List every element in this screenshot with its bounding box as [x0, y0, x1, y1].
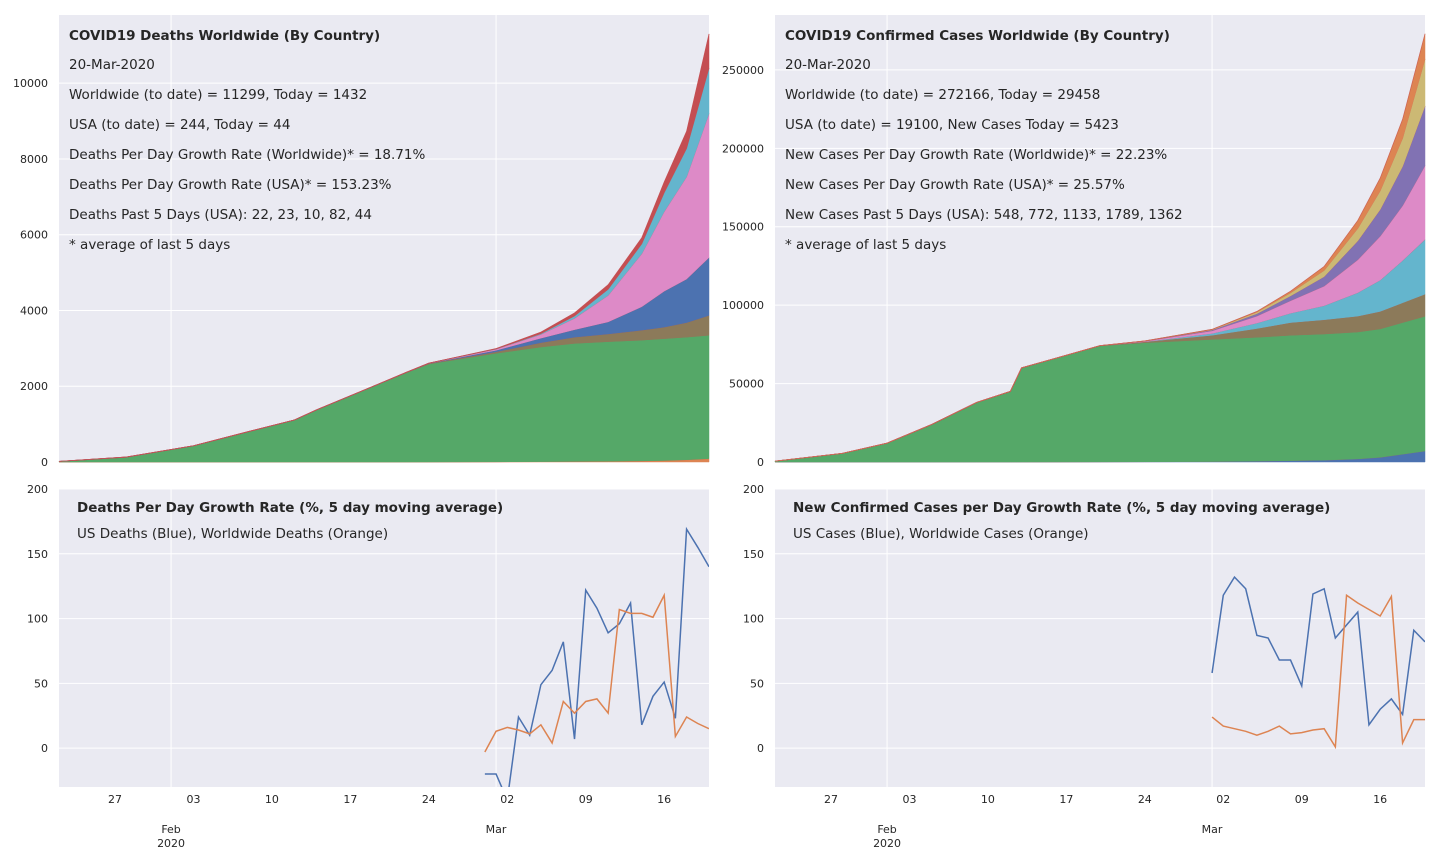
y-tick-label: 200000: [722, 142, 764, 155]
series-line-us-deaths: [484, 526, 709, 787]
x-tick-label: 03: [186, 793, 200, 806]
chart-title: COVID19 Confirmed Cases Worldwide (By Co…: [785, 28, 1170, 44]
y-tick-label: 8000: [20, 153, 48, 166]
area-edge-6: [58, 33, 710, 462]
y-tick-label: 4000: [20, 304, 48, 317]
x-tick-label: 24: [422, 793, 436, 806]
area-series: [774, 33, 1426, 463]
x-month-label: Feb: [161, 823, 180, 836]
annotation-line: 20-Mar-2020: [69, 57, 155, 73]
area-series: [58, 33, 710, 463]
annotation-line: Worldwide (to date) = 272166, Today = 29…: [785, 87, 1100, 103]
x-tick-label: 10: [265, 793, 279, 806]
x-month-label: Feb: [877, 823, 896, 836]
annotation-block: New Confirmed Cases per Day Growth Rate …: [793, 500, 1330, 542]
deaths-area-chart: 0 2000 4000 6000 8000 10000 COVID19 Deaths Wo…: [13, 15, 710, 469]
annotation-line: USA (to date) = 19100, New Cases Today =…: [785, 117, 1119, 133]
annotation-line: * average of last 5 days: [785, 237, 946, 253]
y-tick-label: 150: [743, 548, 764, 561]
cases-growth-line-chart: 0 50 100 150 200 New Confirmed Cases per Day…: [743, 483, 1425, 850]
y-tick-label: 10000: [13, 77, 48, 90]
y-tick-label: 200: [27, 483, 48, 496]
gridlines: [59, 488, 709, 787]
x-tick-label: 10: [981, 793, 995, 806]
plot-background: [59, 489, 709, 787]
annotation-line: Deaths Past 5 Days (USA): 22, 23, 10, 82…: [69, 207, 372, 223]
y-tick-label: 250000: [722, 64, 764, 77]
annotation-line: Deaths Per Day Growth Rate (USA)* = 153.…: [69, 177, 392, 193]
gridlines: [775, 488, 1425, 787]
y-tick-label: 6000: [20, 229, 48, 242]
series-line-worldwide-cases: [1211, 593, 1425, 750]
annotation-block: COVID19 Deaths Worldwide (By Country) 20…: [69, 28, 425, 253]
x-tick-label: 24: [1138, 793, 1152, 806]
x-year-label: 2020: [873, 837, 901, 850]
y-tick-label: 100: [27, 613, 48, 626]
y-tick-label: 2000: [20, 380, 48, 393]
y-tick-labels: 0 50 100 150 200: [743, 483, 764, 755]
annotation-block: Deaths Per Day Growth Rate (%, 5 day mov…: [77, 500, 503, 542]
y-tick-label: 50: [34, 677, 48, 690]
cases-area-chart: 0 50000 100000 150000 200000 250000 COVID19 C…: [722, 15, 1426, 469]
y-tick-label: 0: [41, 456, 48, 469]
x-month-label: Mar: [1202, 823, 1223, 836]
y-tick-label: 100000: [722, 299, 764, 312]
y-tick-label: 150: [27, 548, 48, 561]
annotation-line: US Cases (Blue), Worldwide Cases (Orange…: [793, 526, 1089, 542]
series-line-worldwide-deaths: [484, 592, 709, 753]
y-tick-label: 100: [743, 613, 764, 626]
chart-title: COVID19 Deaths Worldwide (By Country): [69, 28, 380, 44]
x-tick-label: 02: [1216, 793, 1230, 806]
annotation-line: USA (to date) = 244, Today = 44: [69, 117, 290, 133]
x-tick-label: 17: [1059, 793, 1073, 806]
x-month-label: Mar: [486, 823, 507, 836]
annotation-line: Worldwide (to date) = 11299, Today = 143…: [69, 87, 367, 103]
y-tick-label: 50: [750, 677, 764, 690]
x-tick-label: 16: [1373, 793, 1387, 806]
annotation-line: New Cases Per Day Growth Rate (Worldwide…: [785, 147, 1167, 163]
x-tick-label: 09: [1295, 793, 1309, 806]
annotation-line: New Cases Per Day Growth Rate (USA)* = 2…: [785, 177, 1125, 193]
annotation-line: Deaths Per Day Growth Rate (Worldwide)* …: [69, 147, 425, 163]
chart-title: New Confirmed Cases per Day Growth Rate …: [793, 500, 1330, 516]
x-tick-label: 03: [902, 793, 916, 806]
annotation-line: 20-Mar-2020: [785, 57, 871, 73]
x-year-label: 2020: [157, 837, 185, 850]
annotation-block: COVID19 Confirmed Cases Worldwide (By Co…: [785, 28, 1183, 253]
plot-background: [775, 489, 1425, 787]
deaths-growth-line-chart: 0 50 100 150 200 Deaths Per Day Growth Rate …: [27, 483, 709, 850]
annotation-line: New Cases Past 5 Days (USA): 548, 772, 1…: [785, 207, 1183, 223]
y-tick-label: 200: [743, 483, 764, 496]
y-tick-labels: 0 2000 4000 6000 8000 10000: [13, 77, 48, 469]
area-edge-7: [774, 33, 1426, 462]
chart-title: Deaths Per Day Growth Rate (%, 5 day mov…: [77, 500, 503, 516]
x-tick-label: 17: [343, 793, 357, 806]
y-tick-label: 50000: [729, 378, 764, 391]
y-tick-label: 0: [757, 742, 764, 755]
x-tick-label: 27: [108, 793, 122, 806]
x-tick-label: 09: [579, 793, 593, 806]
line-series: [484, 526, 709, 787]
annotation-line: US Deaths (Blue), Worldwide Deaths (Oran…: [77, 526, 388, 542]
y-tick-labels: 0 50 100 150 200: [27, 483, 48, 755]
series-line-us-cases: [1211, 575, 1425, 727]
y-tick-label: 0: [41, 742, 48, 755]
y-tick-label: 150000: [722, 221, 764, 234]
y-tick-labels: 0 50000 100000 150000 200000 250000: [722, 64, 764, 469]
x-tick-label: 27: [824, 793, 838, 806]
x-tick-label: 02: [500, 793, 514, 806]
line-series: [1211, 575, 1425, 750]
annotation-line: * average of last 5 days: [69, 237, 230, 253]
x-tick-label: 16: [657, 793, 671, 806]
y-tick-label: 0: [757, 456, 764, 469]
